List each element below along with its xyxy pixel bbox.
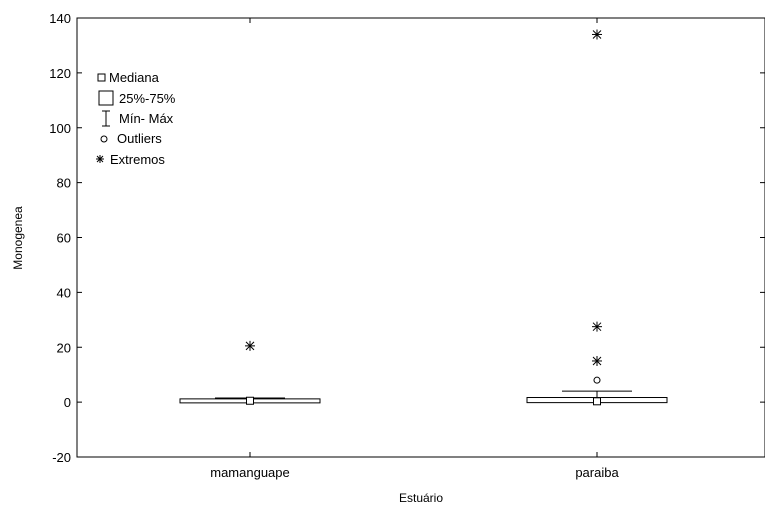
x-axis-label: Estuário: [399, 491, 443, 505]
legend-median-marker: [97, 73, 106, 82]
extreme-point: [592, 321, 602, 332]
outlier-point: [593, 376, 601, 384]
x-tick-label: mamanguape: [210, 465, 290, 480]
extreme-point: [245, 340, 255, 351]
x-tick-label: paraiba: [575, 465, 619, 480]
legend: Mediana 25%-75% Mín- Máx Outliers Extrem…: [96, 70, 176, 167]
box-group-mamanguape: [179, 340, 321, 405]
legend-whisker-marker: [102, 110, 110, 127]
plot-area: [76, 17, 765, 458]
legend-extreme-marker: [96, 155, 104, 163]
y-axis-label: Monogenea: [11, 206, 25, 270]
box-series: [179, 29, 668, 406]
median-marker: [593, 397, 601, 406]
box-group-paraiba: [526, 29, 668, 406]
legend-label-box: 25%-75%: [119, 91, 176, 106]
y-tick-label: 60: [57, 231, 71, 246]
legend-label-extreme: Extremos: [110, 152, 165, 167]
extreme-point: [592, 355, 602, 366]
median-marker: [246, 396, 254, 405]
legend-label-median: Mediana: [109, 70, 160, 85]
y-tick-label: 100: [49, 121, 71, 136]
x-axis: mamanguape paraiba: [210, 18, 619, 480]
legend-label-whisker: Mín- Máx: [119, 111, 174, 126]
legend-box-marker: [98, 90, 114, 106]
y-tick-label: 40: [57, 285, 71, 300]
y-tick-label: 140: [49, 11, 71, 26]
y-tick-label: 120: [49, 66, 71, 81]
y-tick-label: 0: [64, 395, 71, 410]
y-tick-label: 80: [57, 176, 71, 191]
y-tick-label: -20: [52, 450, 71, 465]
legend-label-outlier: Outliers: [117, 131, 162, 146]
legend-outlier-marker: [100, 135, 108, 143]
y-axis: -20 0 20 40 60 80 100 120 140: [49, 11, 765, 465]
y-tick-label: 20: [57, 340, 71, 355]
extreme-point: [592, 29, 602, 40]
